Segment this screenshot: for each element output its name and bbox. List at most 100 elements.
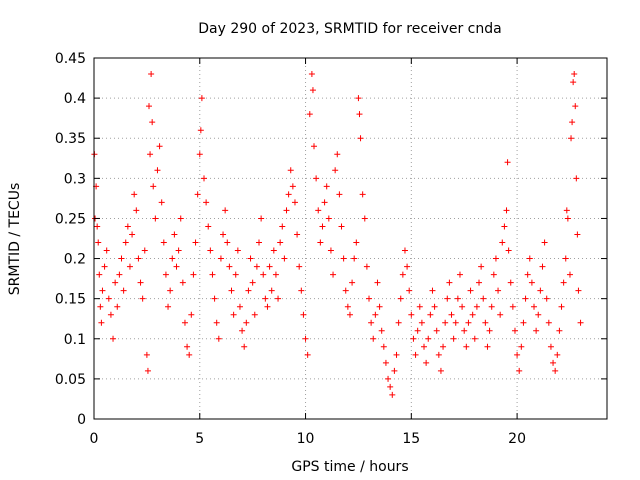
y-axis-label: SRMTID / TECUs — [7, 183, 23, 296]
data-point — [236, 303, 243, 310]
data-point — [196, 151, 203, 158]
data-point — [160, 239, 167, 246]
data-point — [505, 247, 512, 254]
data-point — [122, 239, 129, 246]
data-point — [504, 159, 511, 166]
data-point — [336, 191, 343, 198]
data-point — [279, 223, 286, 230]
data-point — [249, 279, 256, 286]
data-point — [264, 303, 271, 310]
data-point — [431, 303, 438, 310]
data-point — [277, 239, 284, 246]
axis-ticks: 0 0.05 0.1 0.15 0.2 0.25 0.3 0.35 0.4 0.45 0 5 10 15 2… — [55, 51, 607, 447]
data-point — [184, 343, 191, 350]
data-point — [144, 367, 151, 374]
data-point — [241, 343, 248, 350]
data-point — [547, 343, 554, 350]
data-point — [99, 287, 106, 294]
data-point — [154, 167, 161, 174]
data-point — [444, 295, 451, 302]
data-point — [107, 311, 114, 318]
data-point — [281, 255, 288, 262]
data-point — [283, 207, 290, 214]
data-point — [247, 255, 254, 262]
y-tick-label: 0.2 — [64, 252, 86, 268]
data-point — [156, 143, 163, 150]
data-point — [129, 231, 136, 238]
data-point — [175, 247, 182, 254]
data-point — [317, 239, 324, 246]
data-point — [421, 343, 428, 350]
data-point — [518, 343, 525, 350]
data-point — [188, 311, 195, 318]
data-point — [448, 311, 455, 318]
data-point — [480, 295, 487, 302]
data-point — [190, 271, 197, 278]
data-point — [574, 231, 581, 238]
data-point — [118, 255, 125, 262]
data-point — [192, 239, 199, 246]
data-point — [126, 263, 133, 270]
data-point — [313, 175, 320, 182]
data-point — [306, 111, 313, 118]
data-point — [197, 127, 204, 134]
data-point — [359, 191, 366, 198]
x-tick-label: 15 — [402, 431, 420, 447]
data-point — [526, 255, 533, 262]
data-point — [535, 311, 542, 318]
data-point — [541, 239, 548, 246]
data-point — [112, 279, 119, 286]
data-point — [141, 247, 148, 254]
data-point — [325, 215, 332, 222]
data-point — [256, 239, 263, 246]
x-tick-label: 10 — [297, 431, 315, 447]
data-point — [165, 303, 172, 310]
data-point — [495, 287, 502, 294]
data-point — [363, 263, 370, 270]
data-point — [272, 271, 279, 278]
data-point — [201, 175, 208, 182]
data-point — [516, 367, 523, 374]
data-point — [215, 335, 222, 342]
data-point — [262, 295, 269, 302]
data-point — [217, 255, 224, 262]
data-point — [302, 335, 309, 342]
data-point — [456, 271, 463, 278]
data-point — [554, 351, 561, 358]
data-point — [357, 135, 364, 142]
grid-lines — [94, 58, 607, 419]
data-point — [569, 119, 576, 126]
data-point — [147, 151, 154, 158]
data-point — [340, 255, 347, 262]
data-point — [450, 335, 457, 342]
data-point — [96, 271, 103, 278]
data-point — [304, 351, 311, 358]
data-point — [330, 271, 337, 278]
data-point — [298, 287, 305, 294]
data-point — [558, 303, 565, 310]
data-point — [406, 287, 413, 294]
data-point — [230, 311, 237, 318]
data-point — [234, 247, 241, 254]
data-point — [251, 311, 258, 318]
data-point — [296, 263, 303, 270]
data-point — [418, 319, 425, 326]
data-point — [570, 79, 577, 86]
y-tick-label: 0.4 — [64, 91, 86, 107]
data-point — [533, 327, 540, 334]
data-point — [167, 287, 174, 294]
data-point — [323, 183, 330, 190]
data-point — [452, 319, 459, 326]
data-point — [378, 327, 385, 334]
data-point — [497, 311, 504, 318]
data-point — [395, 319, 402, 326]
data-point — [203, 199, 210, 206]
data-point — [321, 199, 328, 206]
y-tick-label: 0.45 — [55, 51, 86, 67]
data-point — [334, 151, 341, 158]
data-point — [490, 271, 497, 278]
data-point — [209, 271, 216, 278]
y-tick-label: 0.15 — [55, 292, 86, 308]
data-point — [124, 223, 131, 230]
